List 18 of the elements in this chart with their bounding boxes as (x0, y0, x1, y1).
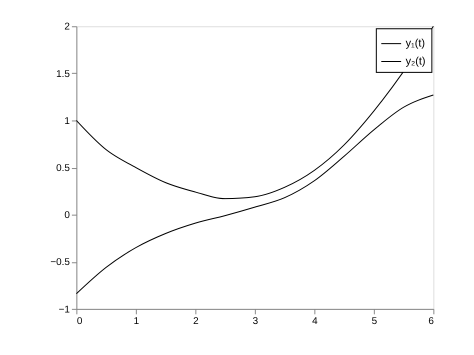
x-tick-label: 5 (372, 316, 378, 328)
y-tick-label: 0.5 (56, 163, 70, 174)
line-series (76, 26, 434, 200)
y-tick-label: 2 (64, 22, 70, 33)
x-tick-label: 4 (312, 316, 318, 328)
y-tick-label: −1 (58, 304, 70, 316)
y-tick-label: 1 (64, 116, 70, 127)
legend-label: y₁(t) (406, 38, 425, 50)
y-tick-label: −0.5 (50, 257, 70, 268)
y-tick-label: 0 (64, 210, 70, 222)
x-tick-label: 6 (428, 316, 434, 328)
x-tick-label: 3 (252, 316, 259, 328)
x-tick-label: 0 (76, 316, 83, 328)
legend-label: y₂(t) (406, 55, 426, 68)
line-series (76, 94, 434, 294)
y-tick-label: 1.5 (56, 68, 70, 80)
x-tick-label: 1 (134, 316, 140, 328)
x-tick-label: 2 (193, 316, 200, 328)
